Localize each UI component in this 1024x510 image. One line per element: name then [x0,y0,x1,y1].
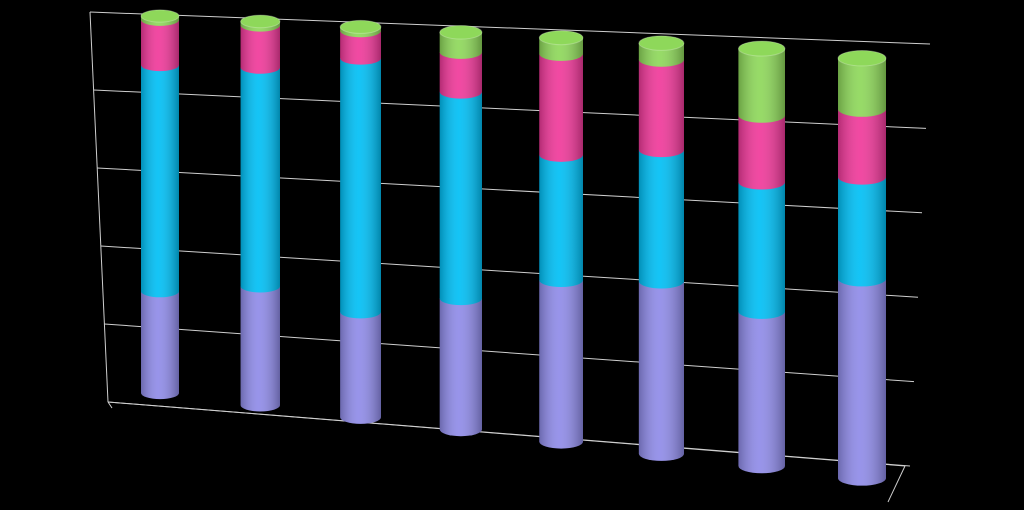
grid-line [107,401,911,467]
grid-line [89,11,931,45]
cylinder-cap [538,30,584,46]
grid-line [97,167,923,214]
cylinder-cap [439,25,483,40]
cylinder-cap [737,40,786,57]
cylinder-cap [240,14,281,29]
grid-line [104,323,915,383]
floor-right-edge [887,465,906,503]
cylinder-cap [140,9,180,23]
cylinder-cap [837,50,887,67]
floor-left-edge [107,401,113,409]
grid-line [100,245,919,298]
cylinder-cap [638,35,685,51]
wall-edge [89,11,109,403]
grid-line [93,89,927,129]
cylinder-cap [339,19,382,34]
